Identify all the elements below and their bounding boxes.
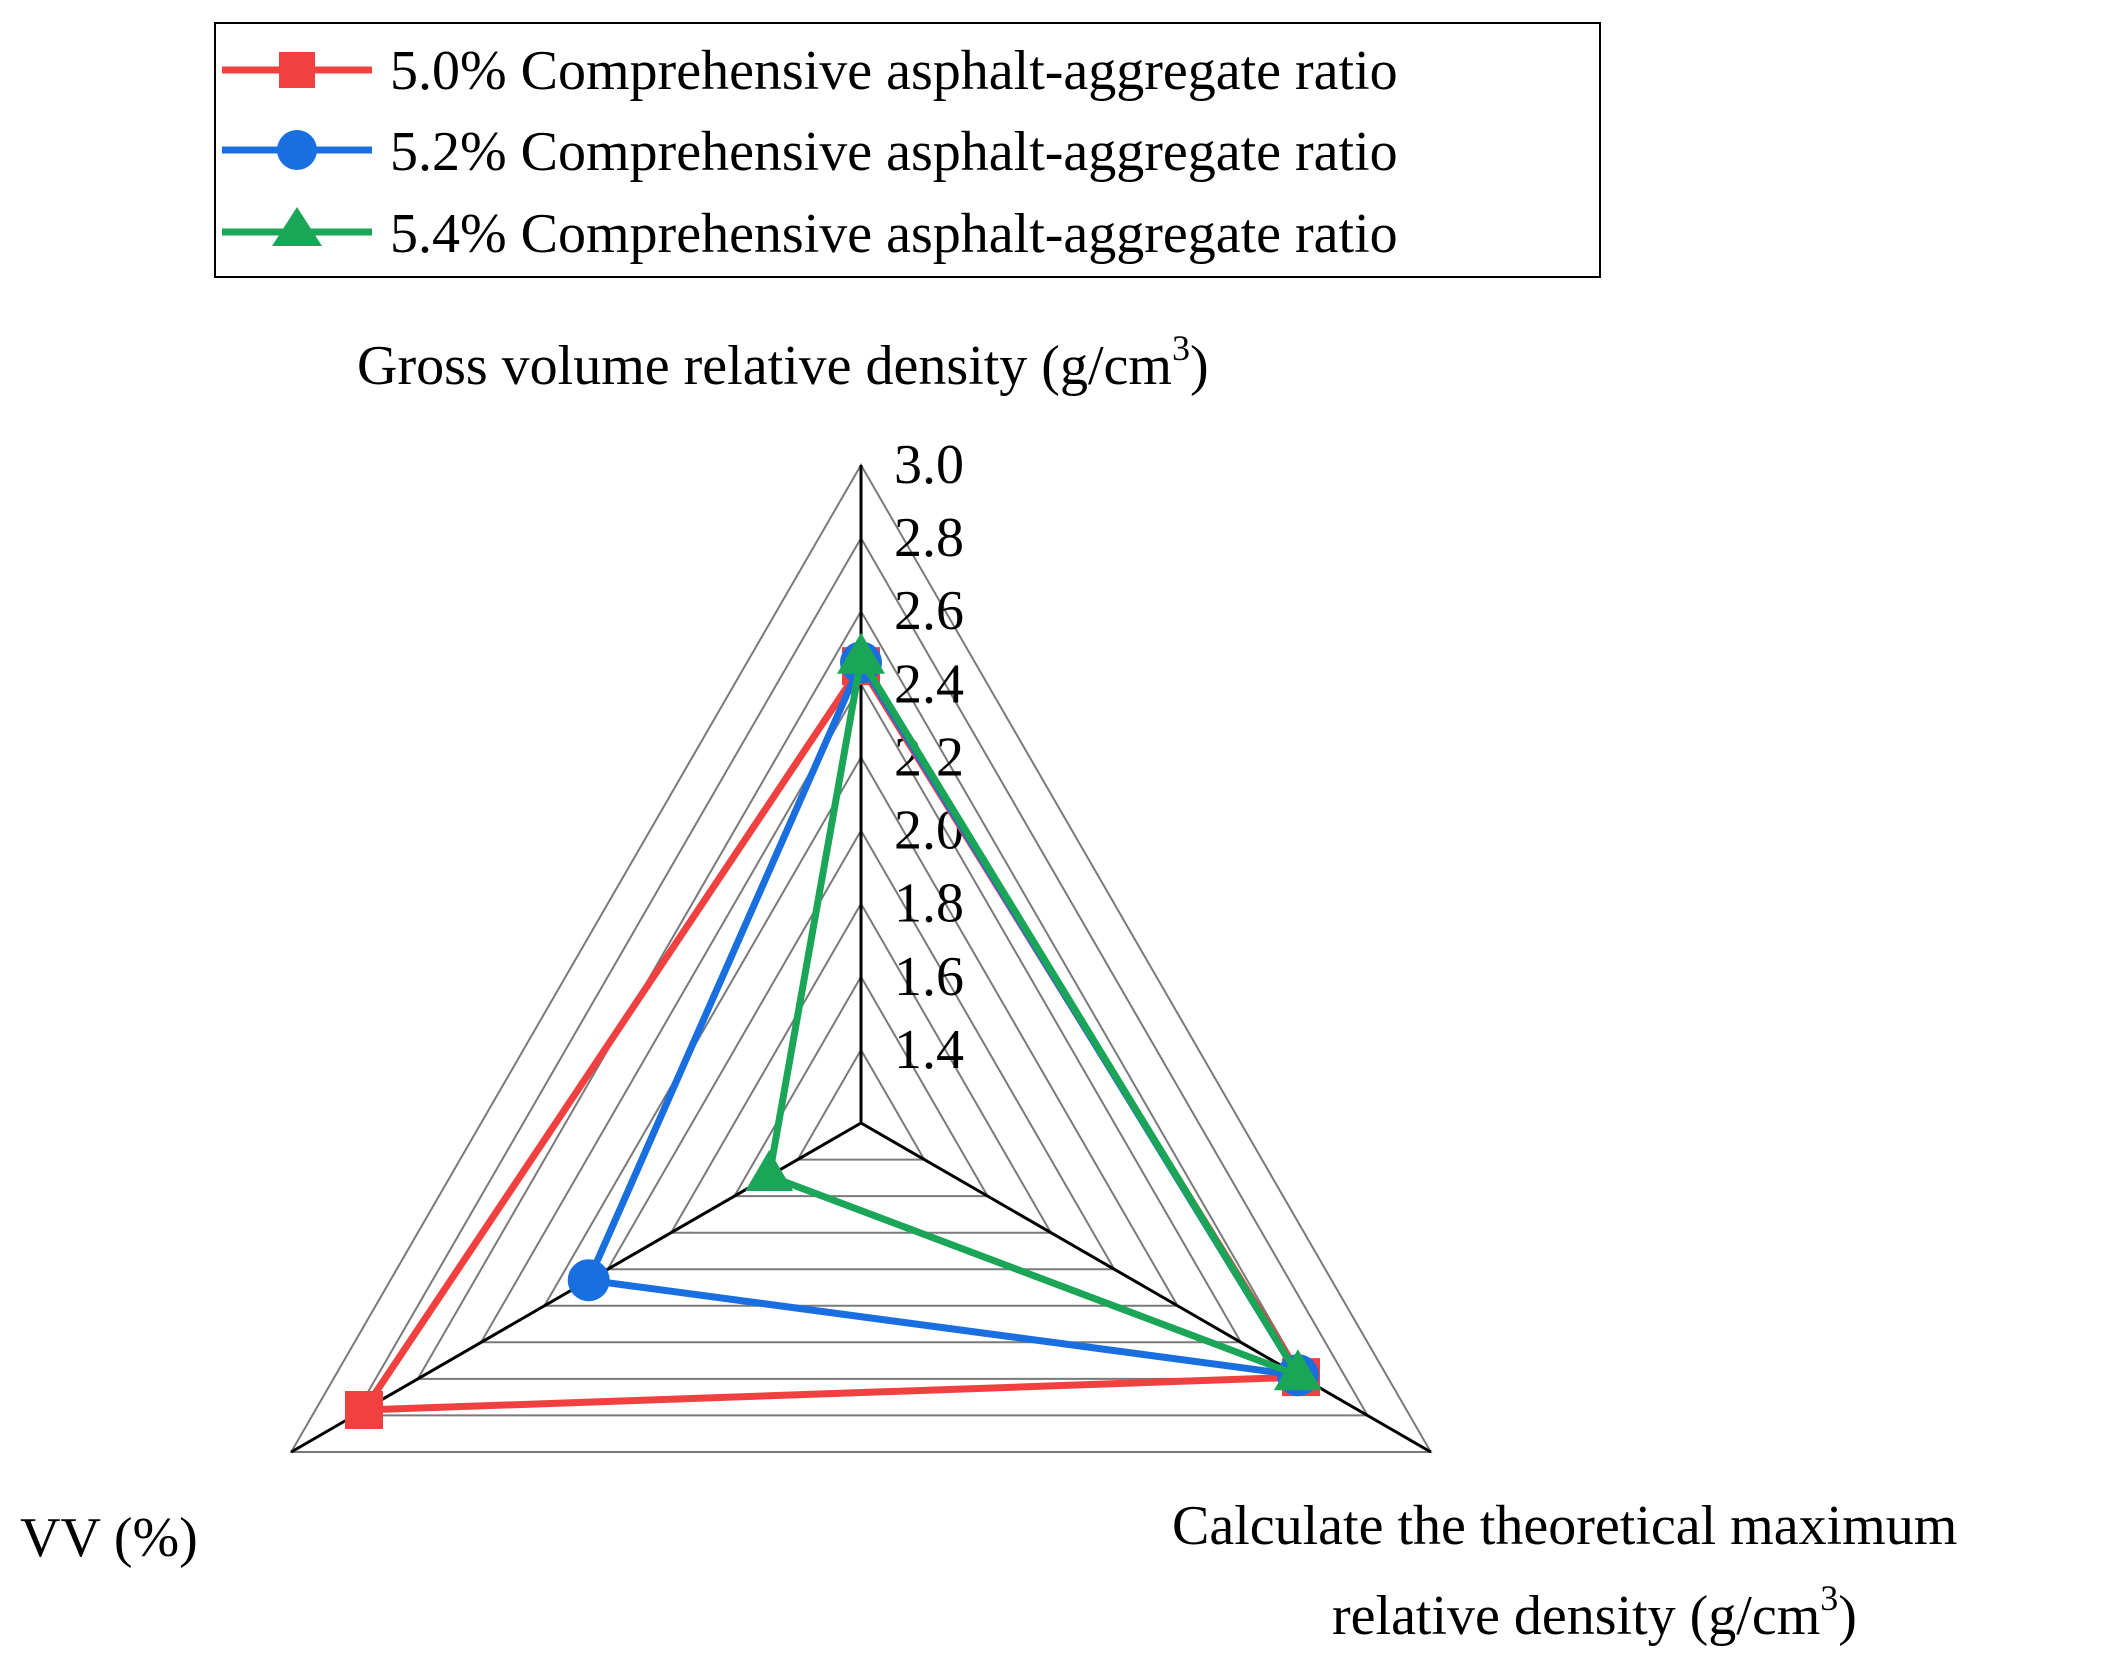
legend-entry-1: 5.0% Comprehensive asphalt-aggregate rat… [222, 40, 1398, 102]
legend-box [214, 22, 1601, 278]
grid-level-1 [732, 974, 990, 1198]
tick-label-2.4: 2.4 [894, 653, 964, 715]
data-point-3-gross [837, 632, 885, 674]
grid-level-2 [669, 901, 1053, 1234]
grid-level-8 [289, 462, 1433, 1453]
tick-label-1.8: 1.8 [894, 873, 964, 935]
axis-title-gross: Gross volume relative density (g/cm3) [357, 328, 1209, 397]
series-line-3 [765, 648, 1307, 1383]
axis-title-vv: VV (%) [20, 1507, 198, 1569]
axis-spoke-theoretical [860, 1121, 1432, 1454]
grid-level-4 [542, 755, 1180, 1307]
legend-label-2: 5.2% Comprehensive asphalt-aggregate rat… [390, 121, 1398, 183]
data-point-2-vv [567, 1259, 610, 1302]
tick-label-1.4: 1.4 [894, 1019, 964, 1081]
axis-title-theoretical-line1: Calculate the theoretical maximum [1172, 1495, 1957, 1557]
tick-label-3.0: 3.0 [894, 434, 964, 496]
tick-labels: 1.41.61.82.02.22.42.62.83.0 [894, 434, 964, 1081]
grid-level-5 [479, 682, 1243, 1344]
legend-circle-marker [277, 130, 317, 170]
tick-label-1.6: 1.6 [894, 946, 964, 1008]
tick-label-2.6: 2.6 [894, 580, 964, 642]
axis-title-theoretical-line2: relative density (g/cm3) [1332, 1578, 1857, 1647]
data-point-3-vv [745, 1150, 794, 1191]
grid [289, 462, 1433, 1453]
data-series [345, 632, 1322, 1429]
data-point-3-theoretical [1273, 1349, 1322, 1391]
legend-label-3: 5.4% Comprehensive asphalt-aggregate rat… [390, 203, 1398, 265]
legend-triangle-marker [272, 207, 322, 246]
grid-level-0 [795, 1047, 927, 1161]
legend-entry-3: 5.4% Comprehensive asphalt-aggregate rat… [222, 203, 1398, 265]
legend-entry-2: 5.2% Comprehensive asphalt-aggregate rat… [222, 121, 1398, 183]
legend-square-marker [279, 52, 315, 88]
legend-label-1: 5.0% Comprehensive asphalt-aggregate rat… [390, 40, 1398, 102]
series-line-1 [357, 659, 1308, 1414]
grid-level-3 [605, 828, 1117, 1271]
legend: 5.0% Comprehensive asphalt-aggregate rat… [214, 22, 1601, 278]
tick-label-2.8: 2.8 [894, 507, 964, 569]
data-point-1-vv [345, 1391, 383, 1429]
series-3 [745, 632, 1322, 1391]
grid-level-7 [352, 536, 1370, 1417]
